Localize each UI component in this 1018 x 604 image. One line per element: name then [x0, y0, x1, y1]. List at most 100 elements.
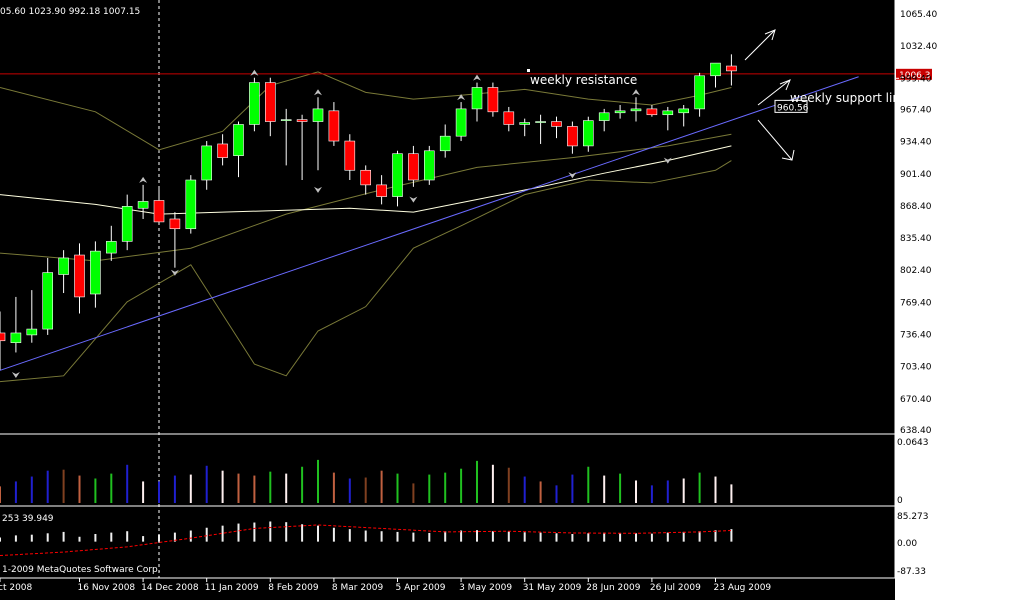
fractal-marker-down: [170, 269, 179, 276]
candle-body: [471, 87, 483, 110]
time-tick-label: 26 Jul 2009: [650, 583, 701, 593]
annotation-arrow: [757, 119, 793, 161]
candle-body: [201, 145, 212, 181]
candle-body: [503, 111, 515, 125]
histogram-max-label: 0.0643: [897, 438, 929, 448]
candle-body: [185, 179, 197, 230]
price-tick-label: 670.40: [900, 395, 932, 405]
chart-background: [0, 0, 895, 600]
price-tick-label: 1032.40: [900, 42, 937, 52]
candle-body: [0, 332, 6, 342]
candle-body: [439, 135, 451, 152]
price-tick-label: 999.40: [900, 74, 932, 84]
candle-body: [137, 201, 149, 209]
price-tick-label: 769.40: [900, 298, 932, 308]
price-tag-box: [896, 68, 932, 80]
fractal-marker-down: [663, 157, 672, 164]
candle-body: [264, 82, 276, 122]
candle-body: [312, 108, 324, 122]
candle-body: [217, 143, 228, 158]
fractal-marker-up: [314, 89, 322, 96]
candle-body: [280, 119, 292, 121]
resistance-label: weekly resistance: [530, 73, 637, 87]
candle-body: [121, 206, 133, 242]
time-tick-label: 23 Aug 2009: [714, 583, 772, 593]
candle-body: [58, 257, 69, 275]
fractal-marker-down: [409, 196, 418, 203]
weekly-support-line: [0, 76, 859, 371]
histogram-zero-label: 0: [897, 496, 903, 506]
time-tick-label: 31 May 2009: [523, 583, 582, 593]
time-tick-label: 3 May 2009: [459, 583, 512, 593]
support-value-label: 960.56: [777, 103, 809, 113]
fractal-marker-up: [250, 69, 259, 76]
annotation-arrow-head: [779, 79, 791, 91]
fractal-marker-up: [632, 89, 640, 96]
candle-body: [10, 332, 22, 344]
candle-body: [582, 120, 594, 147]
price-tick-label: 736.40: [900, 331, 932, 341]
candle-body: [646, 108, 658, 116]
price-tick-label: 967.40: [900, 105, 932, 115]
annotation-arrow-head: [764, 29, 776, 41]
candle-body: [74, 254, 85, 298]
price-tick-label: 835.40: [900, 234, 932, 244]
candle-body: [678, 108, 690, 114]
ohlc-header: 05.60 1023.90 992.18 1007.15: [0, 7, 140, 17]
fractal-marker-up: [139, 176, 148, 183]
time-tick-label: 28 Jun 2009: [586, 583, 640, 593]
time-tick-label: 16 Nov 2008: [78, 583, 136, 593]
time-tick-label: 11 Jan 2009: [205, 583, 259, 593]
fractal-marker-down: [314, 186, 322, 193]
candle-body: [328, 110, 340, 142]
candle-body: [26, 328, 38, 336]
candle-body: [344, 140, 356, 171]
time-tick-label: 5 Apr 2009: [396, 583, 446, 593]
candle-body: [662, 110, 674, 116]
copyright-text: 1-2009 MetaQuotes Software Corp.: [2, 565, 161, 575]
candle-body: [455, 108, 467, 137]
candle-body: [567, 126, 578, 147]
fractal-marker-up: [473, 74, 481, 81]
fractal-marker-down: [568, 172, 577, 179]
candle-body: [598, 112, 610, 121]
time-tick-label: 8 Feb 2009: [268, 583, 319, 593]
fractal-marker-down: [11, 371, 20, 378]
fractal-marker-up: [457, 94, 466, 101]
price-tag-label: 1006.3: [899, 71, 931, 81]
candle-body: [614, 110, 626, 114]
candle-body: [233, 124, 244, 156]
candle-body: [535, 121, 546, 123]
candle-body: [376, 184, 387, 197]
bollinger-upper-band: [0, 71, 732, 151]
support-value-box: [774, 99, 808, 113]
candle-body: [519, 122, 531, 125]
candle-body: [710, 62, 721, 77]
oscillator-label: 253 39.949: [2, 514, 54, 524]
candle-body: [392, 153, 403, 197]
oscillator-max-label: 85.273: [897, 512, 929, 522]
candle-body: [408, 153, 419, 181]
annotation-arrow: [757, 79, 791, 106]
candle-body: [487, 87, 499, 113]
price-tick-label: 1065.40: [900, 10, 937, 20]
time-tick-label: 14 Dec 2008: [141, 583, 199, 593]
candle-body: [42, 272, 54, 330]
price-tick-label: 802.40: [900, 266, 932, 276]
bollinger-lower-band: [0, 160, 732, 383]
price-tick-label: 934.40: [900, 138, 932, 148]
candle-body: [249, 82, 260, 125]
candle-body: [296, 119, 308, 122]
candle-body: [551, 121, 562, 127]
candle-body: [726, 65, 737, 72]
candle-body: [694, 75, 705, 110]
price-tick-label: 868.40: [900, 202, 932, 212]
price-tick-label: 703.40: [900, 363, 932, 373]
oscillator-min-label: -87.33: [897, 567, 926, 577]
candle-body: [153, 200, 165, 223]
resistance-anchor: [527, 69, 530, 72]
oscillator-zero-label: 0.00: [897, 539, 917, 549]
candle-body: [169, 218, 181, 230]
